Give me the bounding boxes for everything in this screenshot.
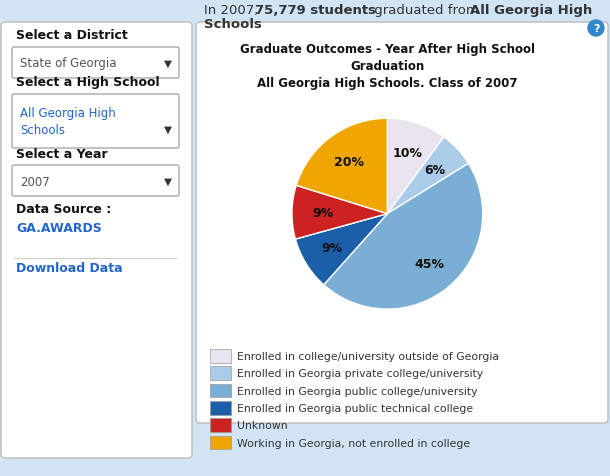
Text: ▼: ▼ [164, 59, 172, 69]
FancyBboxPatch shape [12, 95, 179, 149]
Title: Graduate Outcomes - Year After High School
Graduation
All Georgia High Schools. : Graduate Outcomes - Year After High Scho… [240, 43, 535, 90]
Text: ▼: ▼ [164, 125, 172, 135]
Text: Enrolled in Georgia public technical college: Enrolled in Georgia public technical col… [237, 403, 473, 413]
Text: Download Data: Download Data [16, 261, 123, 275]
Text: Unknown: Unknown [237, 420, 288, 430]
Text: All Georgia High: All Georgia High [20, 106, 116, 119]
Text: State of Georgia: State of Georgia [20, 58, 117, 70]
Text: 9%: 9% [321, 242, 343, 255]
FancyBboxPatch shape [196, 23, 608, 423]
Text: graduated from: graduated from [370, 4, 483, 17]
Bar [210, 384, 231, 397]
Bar [210, 349, 231, 363]
Text: Select a High School: Select a High School [16, 76, 160, 89]
Text: Select a Year: Select a Year [16, 148, 107, 161]
Text: 9%: 9% [312, 207, 333, 219]
Text: GA.AWARDS: GA.AWARDS [16, 221, 102, 235]
Text: 45%: 45% [414, 258, 444, 270]
Text: Working in Georgia, not enrolled in college: Working in Georgia, not enrolled in coll… [237, 437, 470, 447]
Bar [210, 418, 231, 432]
FancyBboxPatch shape [12, 48, 179, 79]
Text: All Georgia High: All Georgia High [470, 4, 592, 17]
Text: ?: ? [593, 24, 599, 34]
FancyBboxPatch shape [12, 166, 179, 197]
Text: Enrolled in college/university outside of Georgia: Enrolled in college/university outside o… [237, 351, 499, 361]
Bar [210, 436, 231, 449]
Text: 2007: 2007 [20, 175, 50, 188]
Text: 20%: 20% [334, 156, 364, 169]
Wedge shape [324, 164, 483, 309]
Wedge shape [292, 186, 387, 239]
Text: ▼: ▼ [164, 177, 172, 187]
Wedge shape [387, 138, 468, 214]
Bar [210, 367, 231, 380]
Bar [210, 401, 231, 415]
Circle shape [588, 21, 604, 37]
Text: In 2007,: In 2007, [204, 4, 263, 17]
Wedge shape [387, 119, 444, 214]
Text: 75,779 students: 75,779 students [255, 4, 376, 17]
Text: Enrolled in Georgia private college/university: Enrolled in Georgia private college/univ… [237, 368, 483, 378]
Wedge shape [296, 119, 387, 214]
Text: Schools: Schools [204, 18, 262, 31]
Text: 10%: 10% [393, 146, 423, 159]
Wedge shape [295, 214, 387, 285]
Text: 6%: 6% [425, 164, 445, 177]
Text: Select a District: Select a District [16, 29, 127, 42]
Text: Schools: Schools [20, 123, 65, 136]
Text: Enrolled in Georgia public college/university: Enrolled in Georgia public college/unive… [237, 386, 478, 396]
Text: Data Source :: Data Source : [16, 203, 111, 216]
FancyBboxPatch shape [1, 23, 192, 458]
